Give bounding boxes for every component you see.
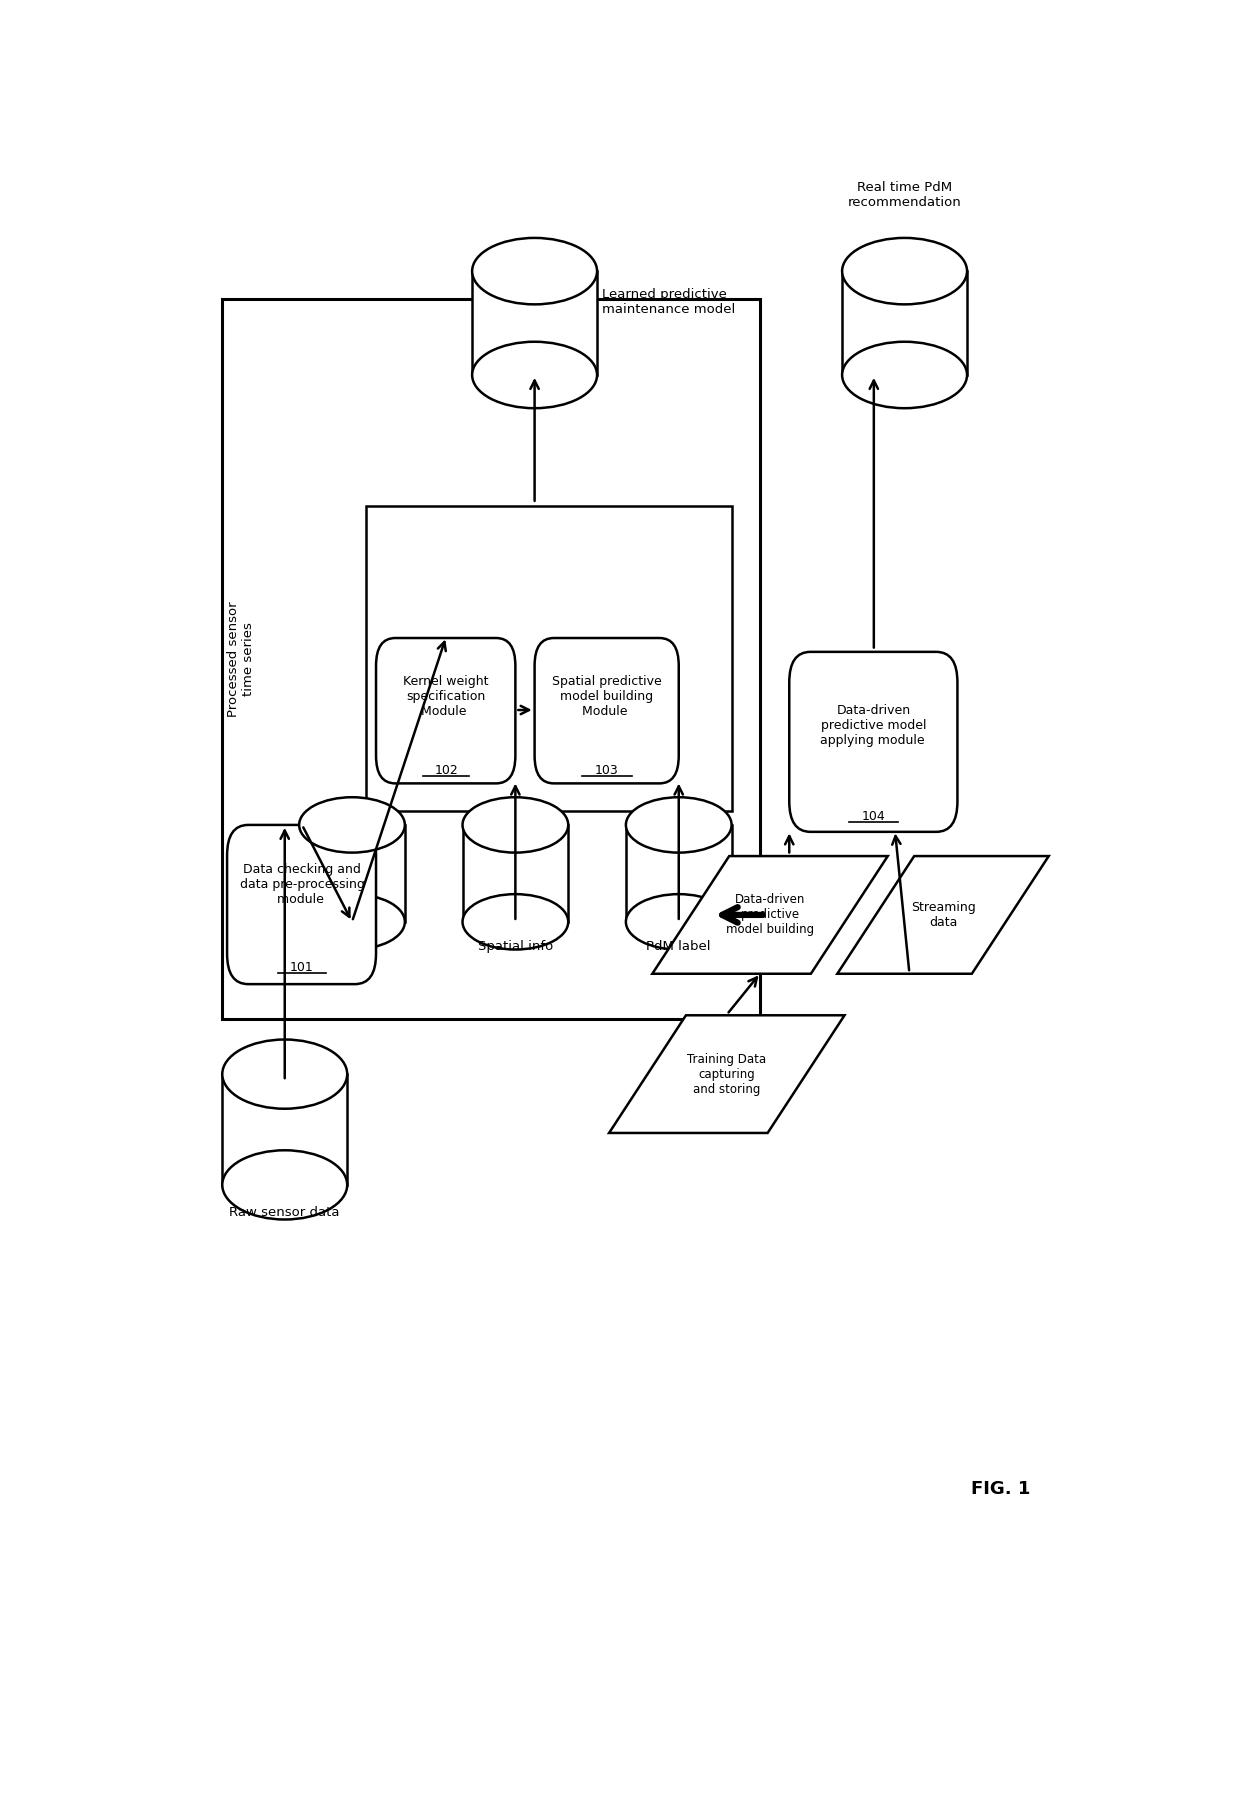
Ellipse shape [299,797,404,852]
Text: Kernel weight
specification
Module: Kernel weight specification Module [403,674,489,717]
FancyBboxPatch shape [376,638,516,784]
Ellipse shape [472,237,598,304]
Polygon shape [652,856,888,975]
Text: Learned predictive
maintenance model: Learned predictive maintenance model [601,288,735,316]
FancyBboxPatch shape [789,653,957,832]
Text: 103: 103 [595,764,619,777]
Text: 102: 102 [434,764,458,777]
Text: 101: 101 [290,960,314,975]
Text: Data-driven
predictive
model building: Data-driven predictive model building [725,894,815,937]
Text: Data-driven
predictive model
applying module: Data-driven predictive model applying mo… [820,703,929,746]
Ellipse shape [626,894,732,949]
Polygon shape [463,825,568,922]
Text: Training Data
capturing
and storing: Training Data capturing and storing [687,1052,766,1095]
Polygon shape [837,856,1049,975]
Text: PdM label: PdM label [646,940,711,953]
Ellipse shape [463,797,568,852]
Polygon shape [299,825,404,922]
Polygon shape [609,1016,844,1133]
Ellipse shape [222,1151,347,1219]
Text: Raw sensor data: Raw sensor data [229,1206,340,1219]
Polygon shape [472,271,596,376]
FancyBboxPatch shape [227,825,376,984]
Polygon shape [222,1073,347,1185]
Ellipse shape [842,342,967,408]
Text: Spatial info: Spatial info [477,940,553,953]
Polygon shape [626,825,732,922]
Ellipse shape [463,894,568,949]
Text: Data checking and
data pre-processing
module: Data checking and data pre-processing mo… [239,863,365,906]
Text: Streaming
data: Streaming data [910,901,976,930]
Ellipse shape [299,894,404,949]
Ellipse shape [472,342,598,408]
FancyBboxPatch shape [534,638,678,784]
Ellipse shape [626,797,732,852]
Ellipse shape [842,237,967,304]
Text: 104: 104 [862,811,885,823]
Text: FIG. 1: FIG. 1 [971,1480,1030,1498]
Ellipse shape [222,1039,347,1109]
Text: Spatial predictive
model building
Module: Spatial predictive model building Module [552,674,662,717]
Polygon shape [842,271,967,376]
Text: Real time PdM
recommendation: Real time PdM recommendation [848,182,961,209]
Text: Processed sensor
time series: Processed sensor time series [227,601,255,717]
